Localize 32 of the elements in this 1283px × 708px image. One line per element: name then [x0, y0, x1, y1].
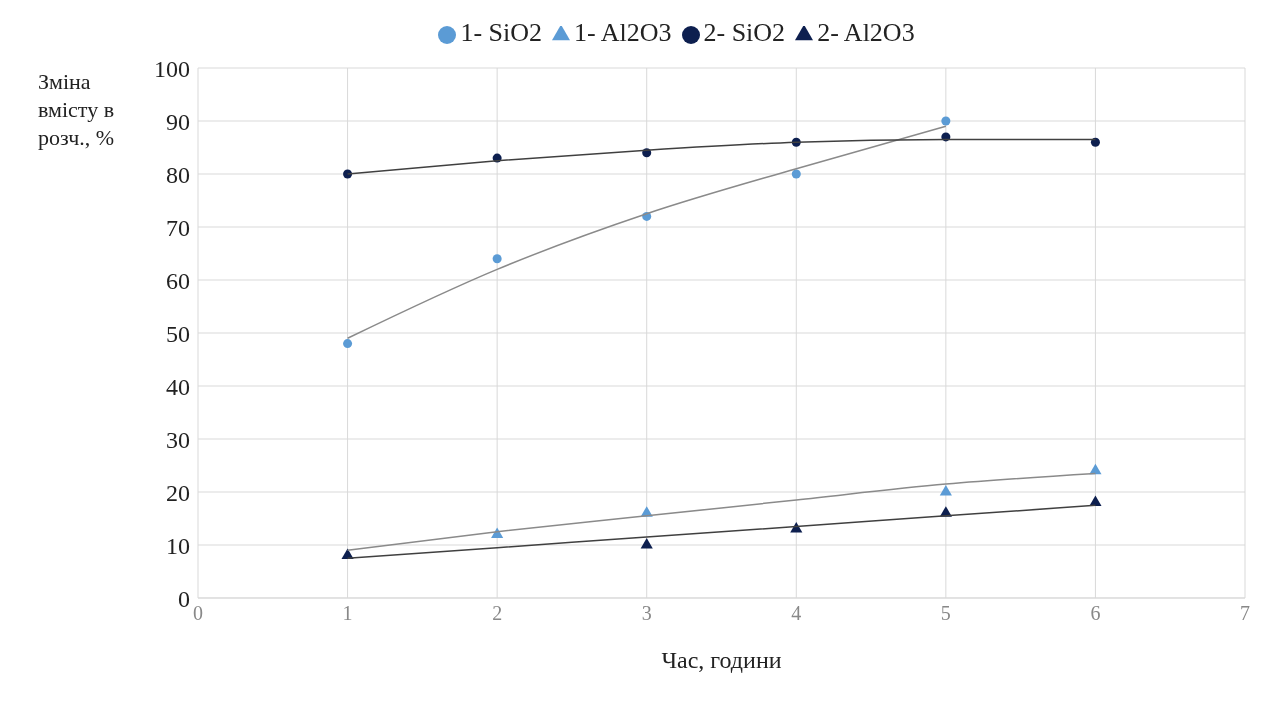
y-tick-label: 30 — [166, 426, 190, 453]
legend-label: 2- Al2O3 — [817, 18, 915, 47]
x-tick-label: 4 — [791, 602, 802, 625]
y-tick-label: 100 — [154, 55, 190, 82]
point — [939, 484, 952, 496]
point — [492, 254, 502, 264]
point — [790, 522, 803, 533]
y-tick-label: 20 — [166, 479, 190, 506]
y-tick-label: 80 — [166, 161, 190, 188]
point — [1089, 495, 1102, 507]
legend-label: 1- Al2O3 — [574, 18, 672, 47]
x-tick-label: 7 — [1240, 602, 1250, 625]
y-tick-label: 60 — [166, 267, 190, 294]
x-tick-label: 5 — [940, 602, 951, 625]
y-tick-label: 40 — [166, 373, 190, 400]
x-axis-title: Час, години — [661, 647, 782, 673]
legend-label: 1- SiO2 — [460, 18, 542, 47]
point — [343, 339, 353, 349]
y-tick-label: 90 — [166, 108, 190, 135]
x-tick-label: 1 — [342, 602, 353, 625]
point — [791, 169, 801, 179]
point — [640, 537, 653, 549]
y-tick-label: 50 — [166, 320, 190, 347]
point — [1090, 137, 1100, 147]
point — [941, 116, 951, 126]
y-tick-label: 70 — [166, 214, 190, 241]
legend-label: 2- SiO2 — [703, 18, 786, 47]
x-tick-label: 6 — [1090, 602, 1101, 625]
x-tick-label: 2 — [492, 602, 503, 625]
y-axis-title: Зміна вмісту в розч., % — [38, 68, 116, 152]
y-tick-label: 10 — [166, 532, 190, 559]
x-tick-label: 3 — [641, 602, 652, 625]
